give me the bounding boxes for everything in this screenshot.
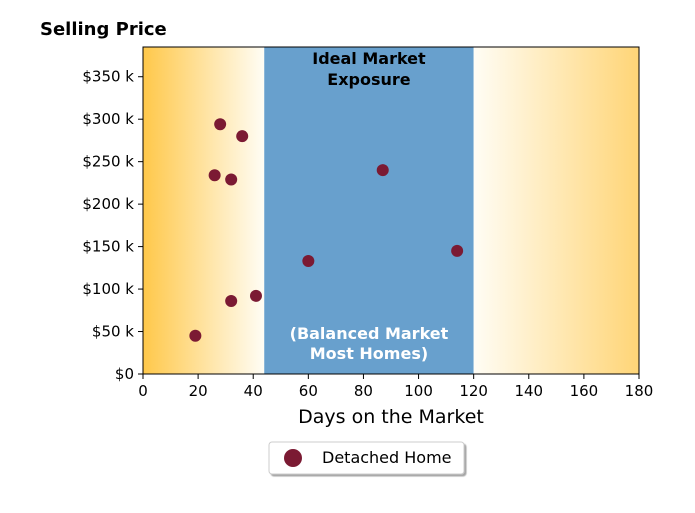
band-annotations: Ideal Market Exposure (Balanced MarketMost… (290, 49, 449, 363)
data-point (208, 169, 221, 182)
band-long-exposure (473, 47, 639, 374)
legend-box (268, 441, 465, 475)
x-axis-label: Days on the Market (298, 406, 484, 428)
x-tick-label: 40 (244, 382, 263, 400)
x-tick-label: 140 (514, 382, 543, 400)
y-tick-label: $300 k (82, 110, 134, 128)
y-tick-label: $150 k (82, 238, 134, 256)
data-point (236, 130, 249, 143)
y-tick-label: $350 k (82, 68, 134, 86)
x-tick-label: 100 (404, 382, 433, 400)
x-tick-label: 20 (189, 382, 208, 400)
annotation-ideal-line-1: Ideal Market (312, 49, 426, 68)
data-point (451, 244, 464, 257)
band-short-exposure (143, 47, 265, 374)
x-tick-label: 160 (570, 382, 599, 400)
x-tick-label: 60 (299, 382, 318, 400)
x-tick-label: 120 (459, 382, 488, 400)
x-tick-label: 180 (625, 382, 654, 400)
plot-frame (142, 46, 640, 375)
annotation-balanced-line-2: Most Homes) (310, 344, 428, 363)
y-tick-label: $200 k (82, 195, 134, 213)
legend-marker (284, 449, 302, 467)
x-axis: 0 20 40 60 80 100 120 140 160 180 (138, 374, 653, 400)
y-tick-label: $50 k (92, 323, 134, 341)
x-tick-label: 0 (138, 382, 148, 400)
data-point (249, 289, 262, 302)
data-points (189, 118, 464, 342)
data-point (225, 294, 238, 307)
data-point (376, 164, 389, 177)
band-ideal-exposure (264, 47, 474, 374)
data-point (214, 118, 227, 131)
annotation-ideal-line-2: Exposure (327, 70, 411, 89)
y-axis: $0 $50 k $100 k $150 k $200 k $250 k $300 k $35… (82, 68, 143, 383)
legend-entry-label: Detached Home (322, 448, 452, 467)
annotation-balanced-line-1: (Balanced Market (290, 324, 449, 343)
background-bands (143, 47, 639, 374)
data-point (189, 329, 202, 342)
data-point (225, 173, 238, 186)
x-tick-label: 80 (354, 382, 373, 400)
data-point (302, 255, 315, 268)
legend: Detached Home (268, 441, 465, 475)
y-tick-label: $0 (115, 365, 134, 383)
y-tick-label: $100 k (82, 280, 134, 298)
chart-title: Selling Price (40, 19, 167, 40)
y-tick-label: $250 k (82, 153, 134, 171)
